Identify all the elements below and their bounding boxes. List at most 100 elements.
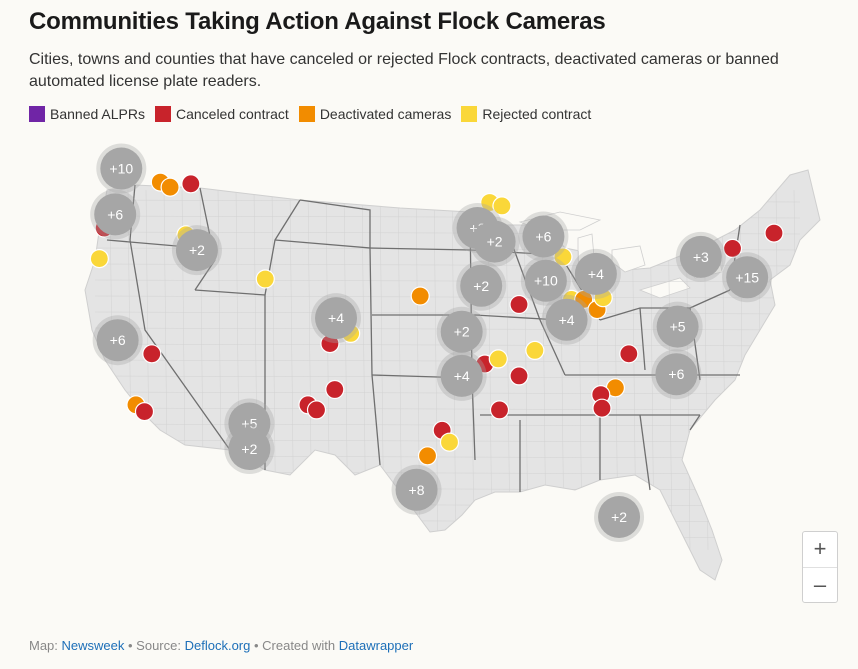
cluster-circle (522, 215, 565, 258)
cluster-bubble[interactable]: +15 (722, 252, 773, 303)
map-markers: +10+6+2+6+5+2+4+3+2 +6+2 +10 +4+2+4+4+3+15+… (89, 143, 784, 542)
cluster-bubble[interactable]: +2 (456, 260, 507, 311)
cluster-circle (545, 298, 588, 341)
lake-shape (611, 245, 646, 273)
cluster-count: +10 (534, 273, 558, 289)
location-marker[interactable] (764, 223, 784, 243)
location-marker[interactable] (410, 286, 430, 306)
state-border (689, 414, 701, 431)
cluster-bubble[interactable]: +6 (90, 189, 141, 240)
legend-label-deactivated: Deactivated cameras (319, 106, 452, 122)
location-marker[interactable] (492, 196, 512, 216)
cluster-bubble[interactable]: +10 (96, 143, 147, 194)
cluster-circle (175, 229, 218, 272)
cluster-count: +2 (454, 324, 470, 340)
footer-data-source-link[interactable]: Deflock.org (184, 638, 251, 653)
location-marker[interactable] (525, 340, 545, 360)
cluster-count: +4 (328, 310, 344, 326)
state-border (371, 374, 381, 466)
cluster-count: +5 (241, 416, 257, 432)
location-marker[interactable] (619, 344, 639, 364)
location-marker[interactable] (142, 344, 162, 364)
cluster-circle (228, 428, 271, 470)
cluster-bubble[interactable]: +4 (311, 293, 362, 344)
location-marker[interactable] (553, 247, 573, 267)
cluster-circle (656, 305, 699, 348)
location-marker[interactable] (89, 249, 109, 269)
cluster-count: +8 (409, 482, 425, 498)
cluster-bubble[interactable]: +4 (570, 248, 621, 299)
location-marker[interactable] (592, 398, 612, 418)
location-marker[interactable] (439, 432, 460, 452)
location-marker[interactable] (417, 446, 438, 466)
county-line (94, 279, 801, 283)
state-border (299, 199, 371, 248)
location-marker[interactable] (325, 379, 345, 400)
cluster-bubble[interactable]: +4 (436, 350, 487, 401)
location-marker[interactable] (255, 269, 275, 289)
cluster-bubble[interactable]: +2 (594, 492, 645, 542)
cluster-circle (679, 235, 722, 278)
cluster-bubble[interactable]: +4 (541, 294, 592, 345)
cluster-circle (524, 259, 567, 302)
cluster-circle (395, 468, 438, 511)
footer-tool-link[interactable]: Datawrapper (338, 638, 414, 653)
cluster-count: +4 (559, 312, 575, 328)
zoom-control: + – (802, 531, 838, 603)
legend-swatch-banned (29, 106, 45, 122)
cluster-count: +6 (110, 332, 126, 348)
location-marker[interactable] (722, 238, 743, 259)
cluster-bubble[interactable]: +2 (171, 225, 222, 276)
location-marker[interactable] (488, 349, 508, 369)
footer-sep-created: • Created with (253, 638, 336, 653)
legend-item-deactivated[interactable]: Deactivated cameras (298, 106, 452, 122)
cluster-bubble[interactable]: +6 (651, 349, 702, 400)
cluster-circle (460, 264, 503, 307)
footer-sep-source: • Source: (128, 638, 181, 653)
map-area[interactable]: +10 +6 +2 +6 +5 +2 +4 +3 +2 +6 +2 +10 +4 +2 +4 +4 +3 +15 +… (0, 130, 858, 630)
footer-map-source-link[interactable]: Newsweek (61, 638, 125, 653)
cluster-count: +5 (670, 319, 686, 335)
cluster-circle (574, 252, 617, 295)
cluster-bubble[interactable]: +2 (224, 424, 275, 474)
cluster-circle (473, 220, 516, 263)
cluster-bubble[interactable]: +2 (469, 216, 520, 267)
county-line (94, 407, 801, 411)
state-border (369, 247, 471, 251)
state-border (639, 414, 651, 491)
lake-shape (638, 277, 691, 299)
cluster-count: +6 (107, 206, 123, 222)
legend-item-banned[interactable]: Banned ALPRs (29, 106, 145, 122)
cluster-circle (440, 354, 483, 397)
cluster-bubble[interactable]: +3 (675, 231, 726, 282)
legend-item-canceled[interactable]: Canceled contract (154, 106, 289, 122)
cluster-bubble[interactable]: +5 (652, 301, 703, 352)
cluster-bubble[interactable]: +2 (436, 306, 487, 357)
cluster-bubble[interactable]: +10 (520, 255, 571, 306)
location-marker[interactable] (181, 174, 201, 194)
footer-map-prefix: Map: (29, 638, 58, 653)
legend-label-banned: Banned ALPRs (50, 106, 145, 122)
cluster-count: +4 (454, 368, 470, 384)
cluster-count: +2 (487, 234, 503, 250)
cluster-count: +2 (611, 509, 627, 525)
location-marker[interactable] (489, 400, 510, 420)
cluster-bubble[interactable]: +8 (391, 464, 442, 515)
location-marker[interactable] (509, 366, 529, 386)
footer: Map: Newsweek • Source: Deflock.org • Cr… (29, 638, 413, 653)
location-marker[interactable] (134, 402, 155, 422)
zoom-in-button[interactable]: + (813, 536, 827, 562)
legend-label-canceled: Canceled contract (175, 106, 289, 122)
us-map[interactable]: +10+6+2+6+5+2+4+3+2 +6+2 +10 +4+2+4+4+3+15+… (0, 130, 858, 630)
location-marker[interactable] (160, 177, 180, 197)
legend-swatch-deactivated (298, 106, 315, 122)
cluster-bubble[interactable]: +6 (92, 315, 143, 366)
location-marker[interactable] (306, 400, 327, 420)
legend-item-rejected[interactable]: Rejected contract (461, 106, 591, 122)
cluster-bubble[interactable]: +6 (518, 211, 569, 262)
zoom-out-button[interactable]: – (803, 566, 837, 603)
state-border (689, 289, 731, 309)
legend-swatch-rejected (461, 106, 478, 122)
chart-title: Communities Taking Action Against Flock … (29, 8, 606, 35)
location-marker[interactable] (509, 294, 529, 315)
